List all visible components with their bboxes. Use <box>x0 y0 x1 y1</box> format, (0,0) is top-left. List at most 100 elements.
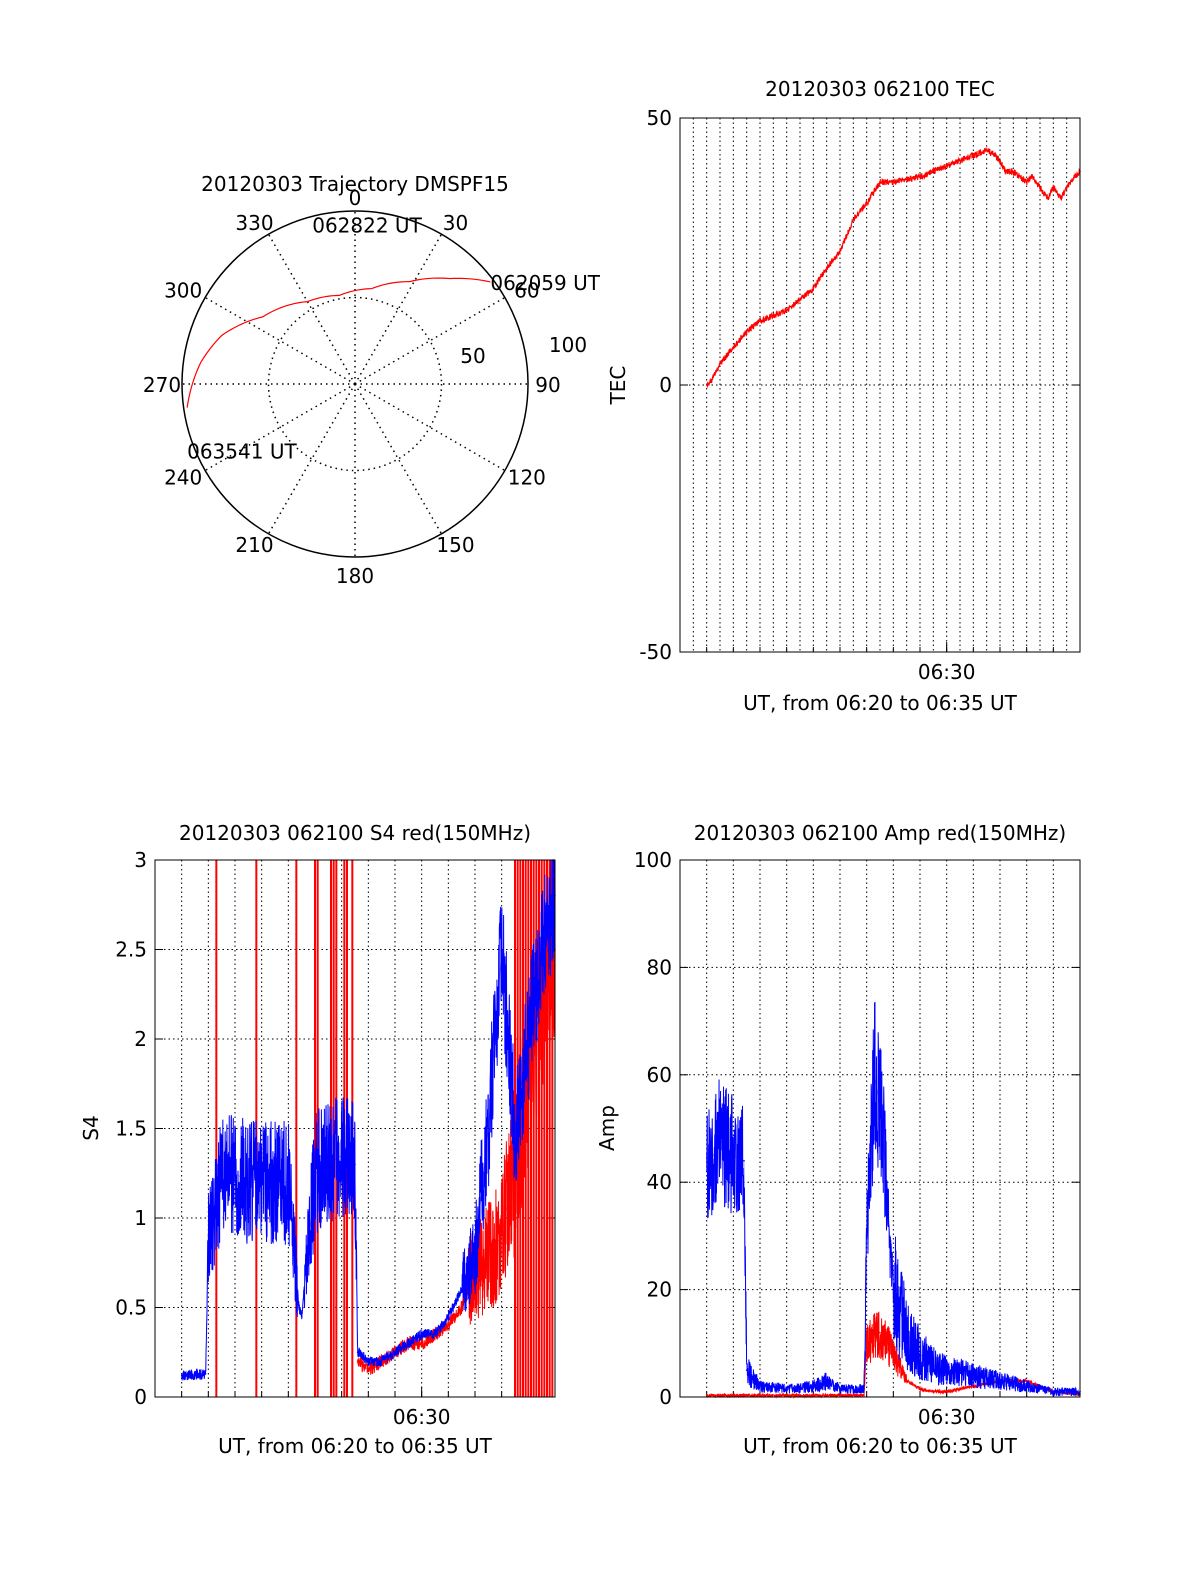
tec-data-point <box>1047 197 1049 199</box>
amp-x-axis-label: UT, from 06:20 to 06:35 UT <box>743 1434 1018 1458</box>
tec-data-point <box>1039 186 1041 189</box>
s4-data-point <box>394 1351 396 1354</box>
tec-y-tick-label: -50 <box>639 640 672 664</box>
tec-data-point <box>825 266 828 269</box>
tec-data-point <box>852 218 855 221</box>
amp-data-point <box>881 1127 884 1130</box>
amp-data-point <box>892 1353 895 1355</box>
amp-data-point <box>873 1074 876 1076</box>
tec-data-point <box>905 178 908 181</box>
tec-data-point <box>799 298 801 301</box>
s4-data-point <box>407 1342 410 1345</box>
tec-data-point <box>959 159 961 162</box>
s4-data-point <box>514 1127 516 1130</box>
tec-data-point <box>1052 186 1055 189</box>
tec-data-point <box>732 346 735 349</box>
trajectory-radial-label: 50 <box>460 344 485 368</box>
s4-x-tick-label: 06:30 <box>393 1405 451 1429</box>
tec-data-point <box>719 362 721 365</box>
amp-data-point <box>863 1388 865 1390</box>
amp-data-point <box>919 1388 921 1390</box>
s4-data-point <box>487 1253 490 1255</box>
amp-data-point <box>972 1374 975 1377</box>
s4-data-point <box>447 1315 450 1318</box>
amp-data-point <box>865 1235 868 1237</box>
amp-y-tick-label: 60 <box>647 1063 672 1087</box>
amp-data-point <box>945 1369 948 1371</box>
s4-y-tick-label: 1.5 <box>115 1117 147 1141</box>
s4-data-point <box>180 1374 183 1377</box>
trajectory-spoke <box>204 383 356 472</box>
tec-series-tec-line <box>706 149 1081 386</box>
trajectory-azimuth-label: 210 <box>235 533 273 557</box>
trajectory-azimuth-label: 60 <box>514 279 539 303</box>
amp-data-point <box>785 1388 788 1390</box>
trajectory-spoke <box>204 296 356 385</box>
amp-data-point <box>945 1390 948 1393</box>
amp-data-point <box>705 1170 708 1173</box>
s4-data-point <box>527 1038 530 1040</box>
s4-data-point <box>540 1002 543 1004</box>
tec-data-point <box>759 320 761 322</box>
amp-panel: 20120303 062100 Amp red(150MHz) UT, from… <box>595 821 1081 1458</box>
s4-data-point <box>420 1342 423 1345</box>
s4-data-point <box>274 1181 276 1183</box>
amp-data-point <box>839 1388 841 1390</box>
s4-data-point <box>367 1369 370 1371</box>
tec-data-point <box>745 330 748 333</box>
tec-panel: 20120303 062100 TEC UT, from 06:20 to 06… <box>606 77 1081 715</box>
s4-data-point <box>340 1154 343 1157</box>
s4-data-point <box>260 1181 263 1183</box>
s4-data-point <box>207 1235 210 1237</box>
trajectory-ring-outer <box>181 210 529 558</box>
tec-data-point <box>1073 175 1076 178</box>
tec-data-point <box>1060 197 1063 199</box>
trajectory-azimuth-label: 0 <box>349 186 362 210</box>
tec-data-point <box>711 378 713 381</box>
s4-data-point <box>447 1324 450 1327</box>
tec-data-point <box>865 202 868 205</box>
s4-y-tick-label: 2.5 <box>115 938 147 962</box>
trajectory-spoke <box>354 383 506 472</box>
amp-data-point <box>732 1154 735 1157</box>
amp-data-point <box>825 1380 828 1382</box>
trajectory-annotation: 062059 UT <box>490 271 600 295</box>
tec-series-tec-trace <box>706 147 1081 389</box>
s4-data-point <box>474 1253 476 1255</box>
s4-y-tick-label: 0 <box>134 1385 147 1409</box>
trajectory-azimuth-label: 270 <box>143 373 181 397</box>
tec-data-point <box>705 384 708 386</box>
amp-y-tick-label: 100 <box>634 848 672 872</box>
s4-y-tick-label: 2 <box>134 1027 147 1051</box>
s4-y-tick-label: 1 <box>134 1206 147 1230</box>
amp-y-tick-label: 0 <box>659 1385 672 1409</box>
tec-axes-frame <box>679 117 1081 653</box>
s4-data-point <box>298 1306 300 1309</box>
tec-data-point <box>993 154 996 157</box>
amp-data-point <box>892 1288 895 1291</box>
s4-title: 20120303 062100 S4 red(150MHz) <box>179 821 531 845</box>
s4-data-point <box>356 1360 359 1362</box>
s4-data-point <box>460 1288 463 1291</box>
trajectory-panel: 20120303 Trajectory DMSPF15 0 30 60 90 120 15… <box>143 172 601 588</box>
s4-axes-frame <box>154 859 556 1398</box>
trajectory-azimuth-label: 150 <box>436 533 474 557</box>
s4-data-point <box>247 1181 250 1183</box>
tec-x-axis-label: UT, from 06:20 to 06:35 UT <box>743 691 1018 715</box>
s4-data-point <box>380 1360 383 1362</box>
s4-data-point <box>434 1333 436 1336</box>
amp-y-tick-label: 40 <box>647 1170 672 1194</box>
trajectory-azimuth-label: 300 <box>164 279 202 303</box>
trajectory-azimuth-label: 120 <box>508 466 546 490</box>
tec-data-point <box>985 149 988 151</box>
s4-data-point <box>540 948 543 951</box>
s4-data-point <box>220 1181 223 1183</box>
s4-data-point <box>204 1372 207 1375</box>
amp-data-point <box>705 1394 708 1397</box>
amp-data-point <box>1025 1385 1028 1388</box>
trajectory-spoke <box>354 383 443 535</box>
s4-data-point <box>356 1351 359 1354</box>
amp-title: 20120303 062100 Amp red(150MHz) <box>694 821 1066 845</box>
trajectory-radial-label: 100 <box>549 333 587 357</box>
